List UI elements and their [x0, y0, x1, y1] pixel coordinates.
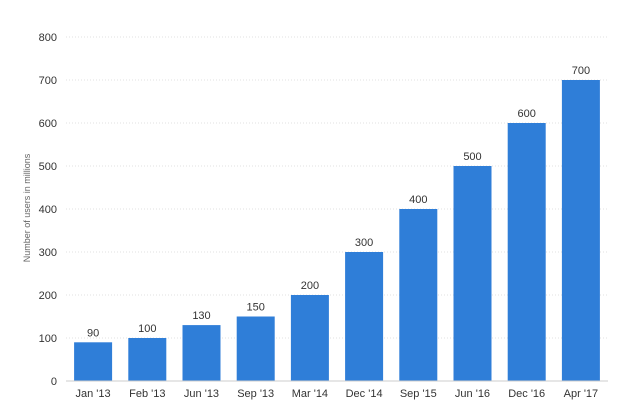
bar[interactable]: [236, 316, 275, 382]
x-tick-label: Sep '15: [400, 388, 437, 400]
x-tick-label: Jun '13: [184, 388, 219, 400]
y-tick-label: 0: [51, 376, 57, 388]
bar-value-label: 100: [138, 323, 156, 335]
bar[interactable]: [290, 295, 329, 381]
x-axis-tick-labels: Jan '13 Feb '13 Jun '13 Sep '13 Mar '14 Dec '…: [76, 388, 599, 400]
y-tick-label: 300: [39, 247, 57, 259]
y-tick-label: 100: [39, 333, 57, 345]
bar[interactable]: [345, 252, 384, 381]
bar-value-label: 300: [355, 237, 373, 249]
x-tick-label: Sep '13: [237, 388, 274, 400]
y-axis-title: Number of users in millions: [22, 153, 32, 262]
bar-value-label: 90: [87, 327, 99, 339]
bar-value-label: 600: [518, 108, 536, 120]
bar[interactable]: [74, 342, 113, 381]
x-tick-label: Feb '13: [129, 388, 165, 400]
bar-value-label: 130: [192, 310, 210, 322]
y-tick-label: 700: [39, 75, 57, 87]
x-tick-label: Dec '14: [346, 388, 383, 400]
bar[interactable]: [561, 80, 600, 381]
bar[interactable]: [399, 209, 438, 381]
y-axis-tick-labels: 0 100 200 300 400 500 600 700 800: [39, 32, 57, 388]
y-tick-label: 800: [39, 32, 57, 44]
bar-value-label: 700: [572, 65, 590, 77]
x-tick-label: Jun '16: [455, 388, 490, 400]
y-tick-label: 200: [39, 290, 57, 302]
bar-value-label: 500: [463, 151, 481, 163]
x-tick-label: Dec '16: [508, 388, 545, 400]
bar-value-label: 200: [301, 280, 319, 292]
y-tick-label: 600: [39, 118, 57, 130]
bar-value-label: 150: [247, 302, 265, 314]
bar[interactable]: [128, 338, 167, 381]
bar-value-label: 400: [409, 194, 427, 206]
y-tick-label: 500: [39, 161, 57, 173]
gridlines: [66, 36, 608, 339]
x-tick-label: Jan '13: [76, 388, 111, 400]
bar[interactable]: [453, 166, 492, 381]
bar[interactable]: [182, 325, 221, 381]
bar[interactable]: [507, 123, 546, 381]
y-tick-label: 400: [39, 204, 57, 216]
x-tick-label: Apr '17: [564, 388, 599, 400]
bars: 90 100 130 150 200 300 400 500 600 700: [74, 65, 600, 381]
x-tick-label: Mar '14: [292, 388, 328, 400]
